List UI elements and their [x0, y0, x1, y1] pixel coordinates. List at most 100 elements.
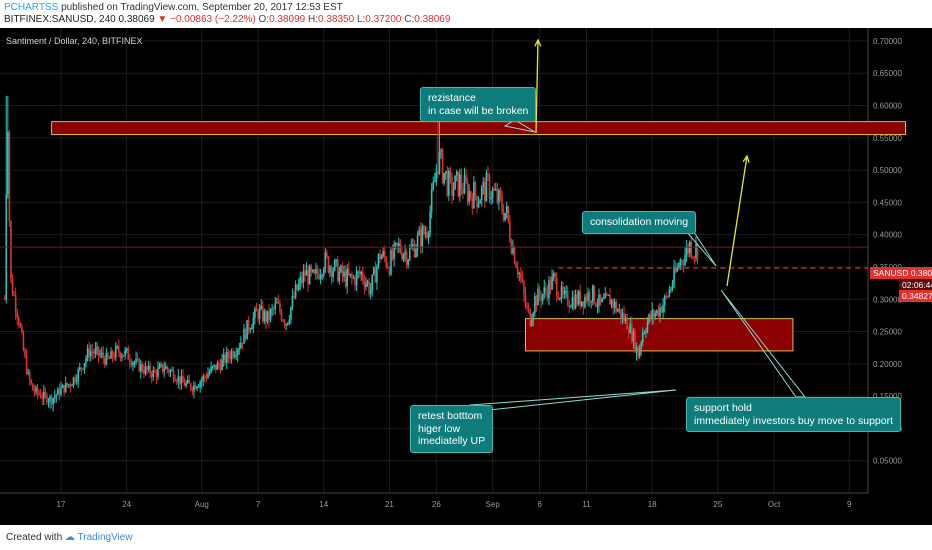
candle-body	[138, 359, 140, 372]
down-triangle-icon: ▼	[157, 14, 168, 25]
candle-body	[276, 302, 278, 304]
resistance-callout[interactable]: rezistance in case will be broken	[420, 87, 537, 122]
candle-body	[692, 256, 694, 258]
candle-body	[271, 308, 273, 310]
candle-body	[512, 247, 514, 254]
candle-body	[302, 271, 305, 283]
candle-body	[638, 348, 641, 357]
chart-header: PCHARTSS published on TradingView.com, S…	[0, 0, 932, 28]
candle-body	[132, 362, 134, 366]
x-tick-label: 24	[122, 500, 131, 509]
candle-body	[180, 376, 183, 384]
candle-body	[60, 388, 62, 395]
candle-body	[505, 206, 508, 214]
candle-body	[618, 309, 621, 311]
candle-body	[32, 383, 34, 391]
candle-body	[646, 321, 649, 332]
candle-body	[66, 382, 69, 386]
candle-body	[574, 294, 577, 309]
candle-body	[36, 387, 39, 393]
candle-body	[169, 370, 172, 373]
candle-body	[654, 313, 657, 317]
callout-line: rezistance	[428, 92, 476, 104]
high-value: 0.38350	[318, 14, 355, 25]
candle-body	[310, 266, 313, 272]
candle-body	[349, 273, 352, 276]
candle-body	[667, 296, 669, 298]
candle-body	[94, 349, 97, 354]
retest-callout[interactable]: retest botttom higer low imediatelly UP	[410, 405, 494, 453]
candle-body	[484, 181, 486, 202]
candle-body	[10, 220, 12, 280]
candle-body	[568, 305, 571, 307]
price-chart[interactable]: 0.70000 0.65000 0.60000 0.55000 0.50000 0.450…	[0, 28, 932, 525]
candle-body	[224, 354, 227, 363]
candle-body	[39, 394, 42, 398]
candle-body	[405, 251, 408, 265]
candle-body	[440, 149, 442, 152]
candle-body	[146, 366, 148, 370]
candle-body	[160, 364, 162, 366]
candle-body	[474, 182, 477, 196]
candle-body	[591, 285, 594, 302]
candle-body	[24, 350, 26, 356]
candle-body	[14, 294, 17, 313]
candle-body	[476, 195, 478, 208]
candle-body	[385, 257, 388, 267]
candle-body	[430, 189, 433, 212]
candle-body	[546, 291, 549, 299]
candle-body	[121, 356, 123, 358]
candle-body	[651, 309, 653, 319]
candle-body	[371, 274, 374, 291]
candle-body	[119, 352, 122, 358]
callout-line: higer low	[418, 422, 461, 435]
consolidation-callout[interactable]: consolidation moving	[582, 211, 697, 234]
candle-body	[58, 388, 61, 395]
candle-body	[64, 382, 67, 392]
tradingview-link[interactable]: TradingView	[77, 532, 133, 543]
candle-body	[114, 346, 117, 358]
candle-body	[141, 364, 144, 371]
candle-body	[521, 277, 524, 282]
candle-body	[322, 269, 325, 276]
candle-body	[122, 355, 125, 357]
candle-body	[135, 358, 137, 363]
candle-body	[604, 293, 607, 299]
author-link[interactable]: PCHARTSS	[4, 2, 59, 13]
candle-body	[318, 274, 320, 280]
candle-body	[462, 189, 464, 194]
candle-body	[44, 392, 47, 395]
candle-body	[255, 308, 258, 312]
candle-body	[179, 376, 181, 384]
candle-body	[374, 267, 377, 283]
candle-body	[107, 352, 109, 359]
candle-body	[53, 396, 56, 399]
candle-body	[562, 286, 564, 295]
chart-footer: Created with ☁ TradingView	[0, 525, 932, 550]
candle-body	[452, 189, 455, 196]
candle-body	[319, 275, 322, 280]
published-text: published on TradingView.com, September …	[61, 2, 343, 13]
last-price-symbol: SANUSD	[873, 268, 909, 278]
callout-line: consolidation moving	[590, 216, 689, 228]
candle-body	[243, 328, 245, 344]
tradingview-logo-icon: ☁	[64, 532, 75, 543]
candle-body	[335, 259, 338, 261]
candle-body	[19, 324, 22, 327]
candle-body	[627, 329, 630, 333]
candle-body	[408, 248, 411, 261]
candle-body	[244, 328, 247, 340]
candle-body	[57, 388, 59, 395]
candle-body	[552, 273, 555, 277]
candle-body	[566, 290, 569, 306]
candle-body	[399, 243, 402, 253]
support-callout[interactable]: support hold immediately investors buy m…	[686, 397, 902, 432]
candle-body	[480, 187, 483, 201]
candle-body	[204, 376, 206, 378]
candle-body	[548, 280, 550, 299]
candle-body	[293, 295, 295, 298]
candle-body	[641, 332, 644, 343]
candle-body	[532, 313, 535, 321]
candle-body	[268, 310, 270, 320]
candle-body	[183, 382, 186, 386]
